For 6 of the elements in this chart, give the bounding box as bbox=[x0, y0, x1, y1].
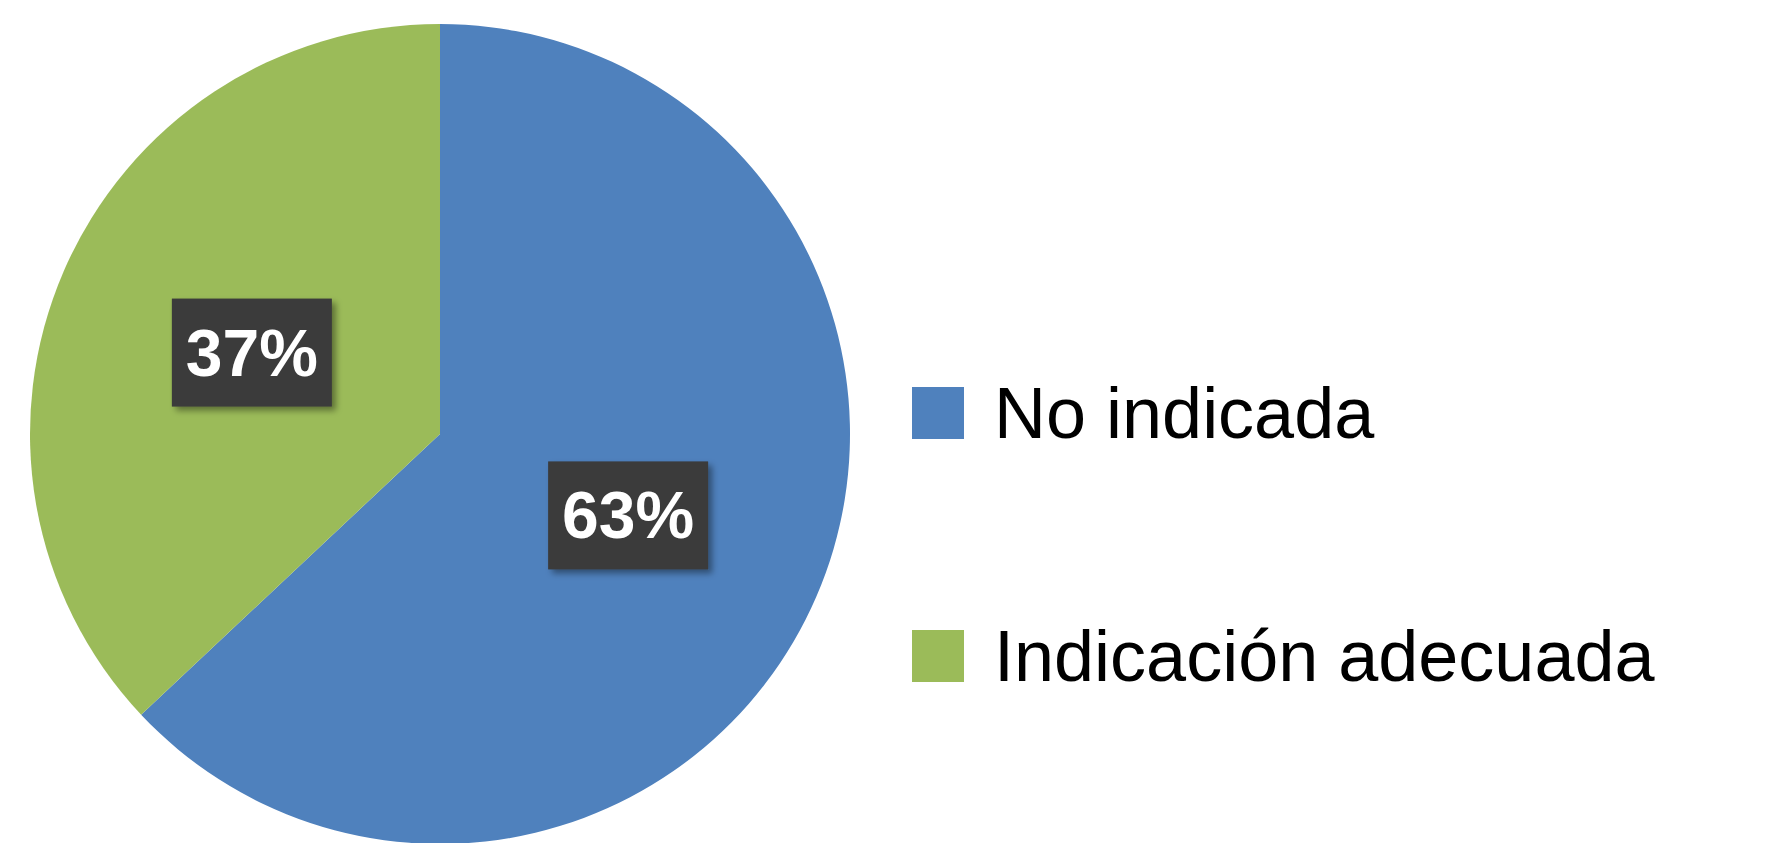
pie-slice bbox=[141, 24, 850, 843]
data-label: 63% bbox=[562, 478, 695, 553]
legend-label: No indicada bbox=[994, 373, 1376, 453]
data-label: 37% bbox=[185, 315, 318, 390]
legend-label: Indicación adecuada bbox=[994, 616, 1656, 696]
pie-slice bbox=[30, 24, 440, 715]
